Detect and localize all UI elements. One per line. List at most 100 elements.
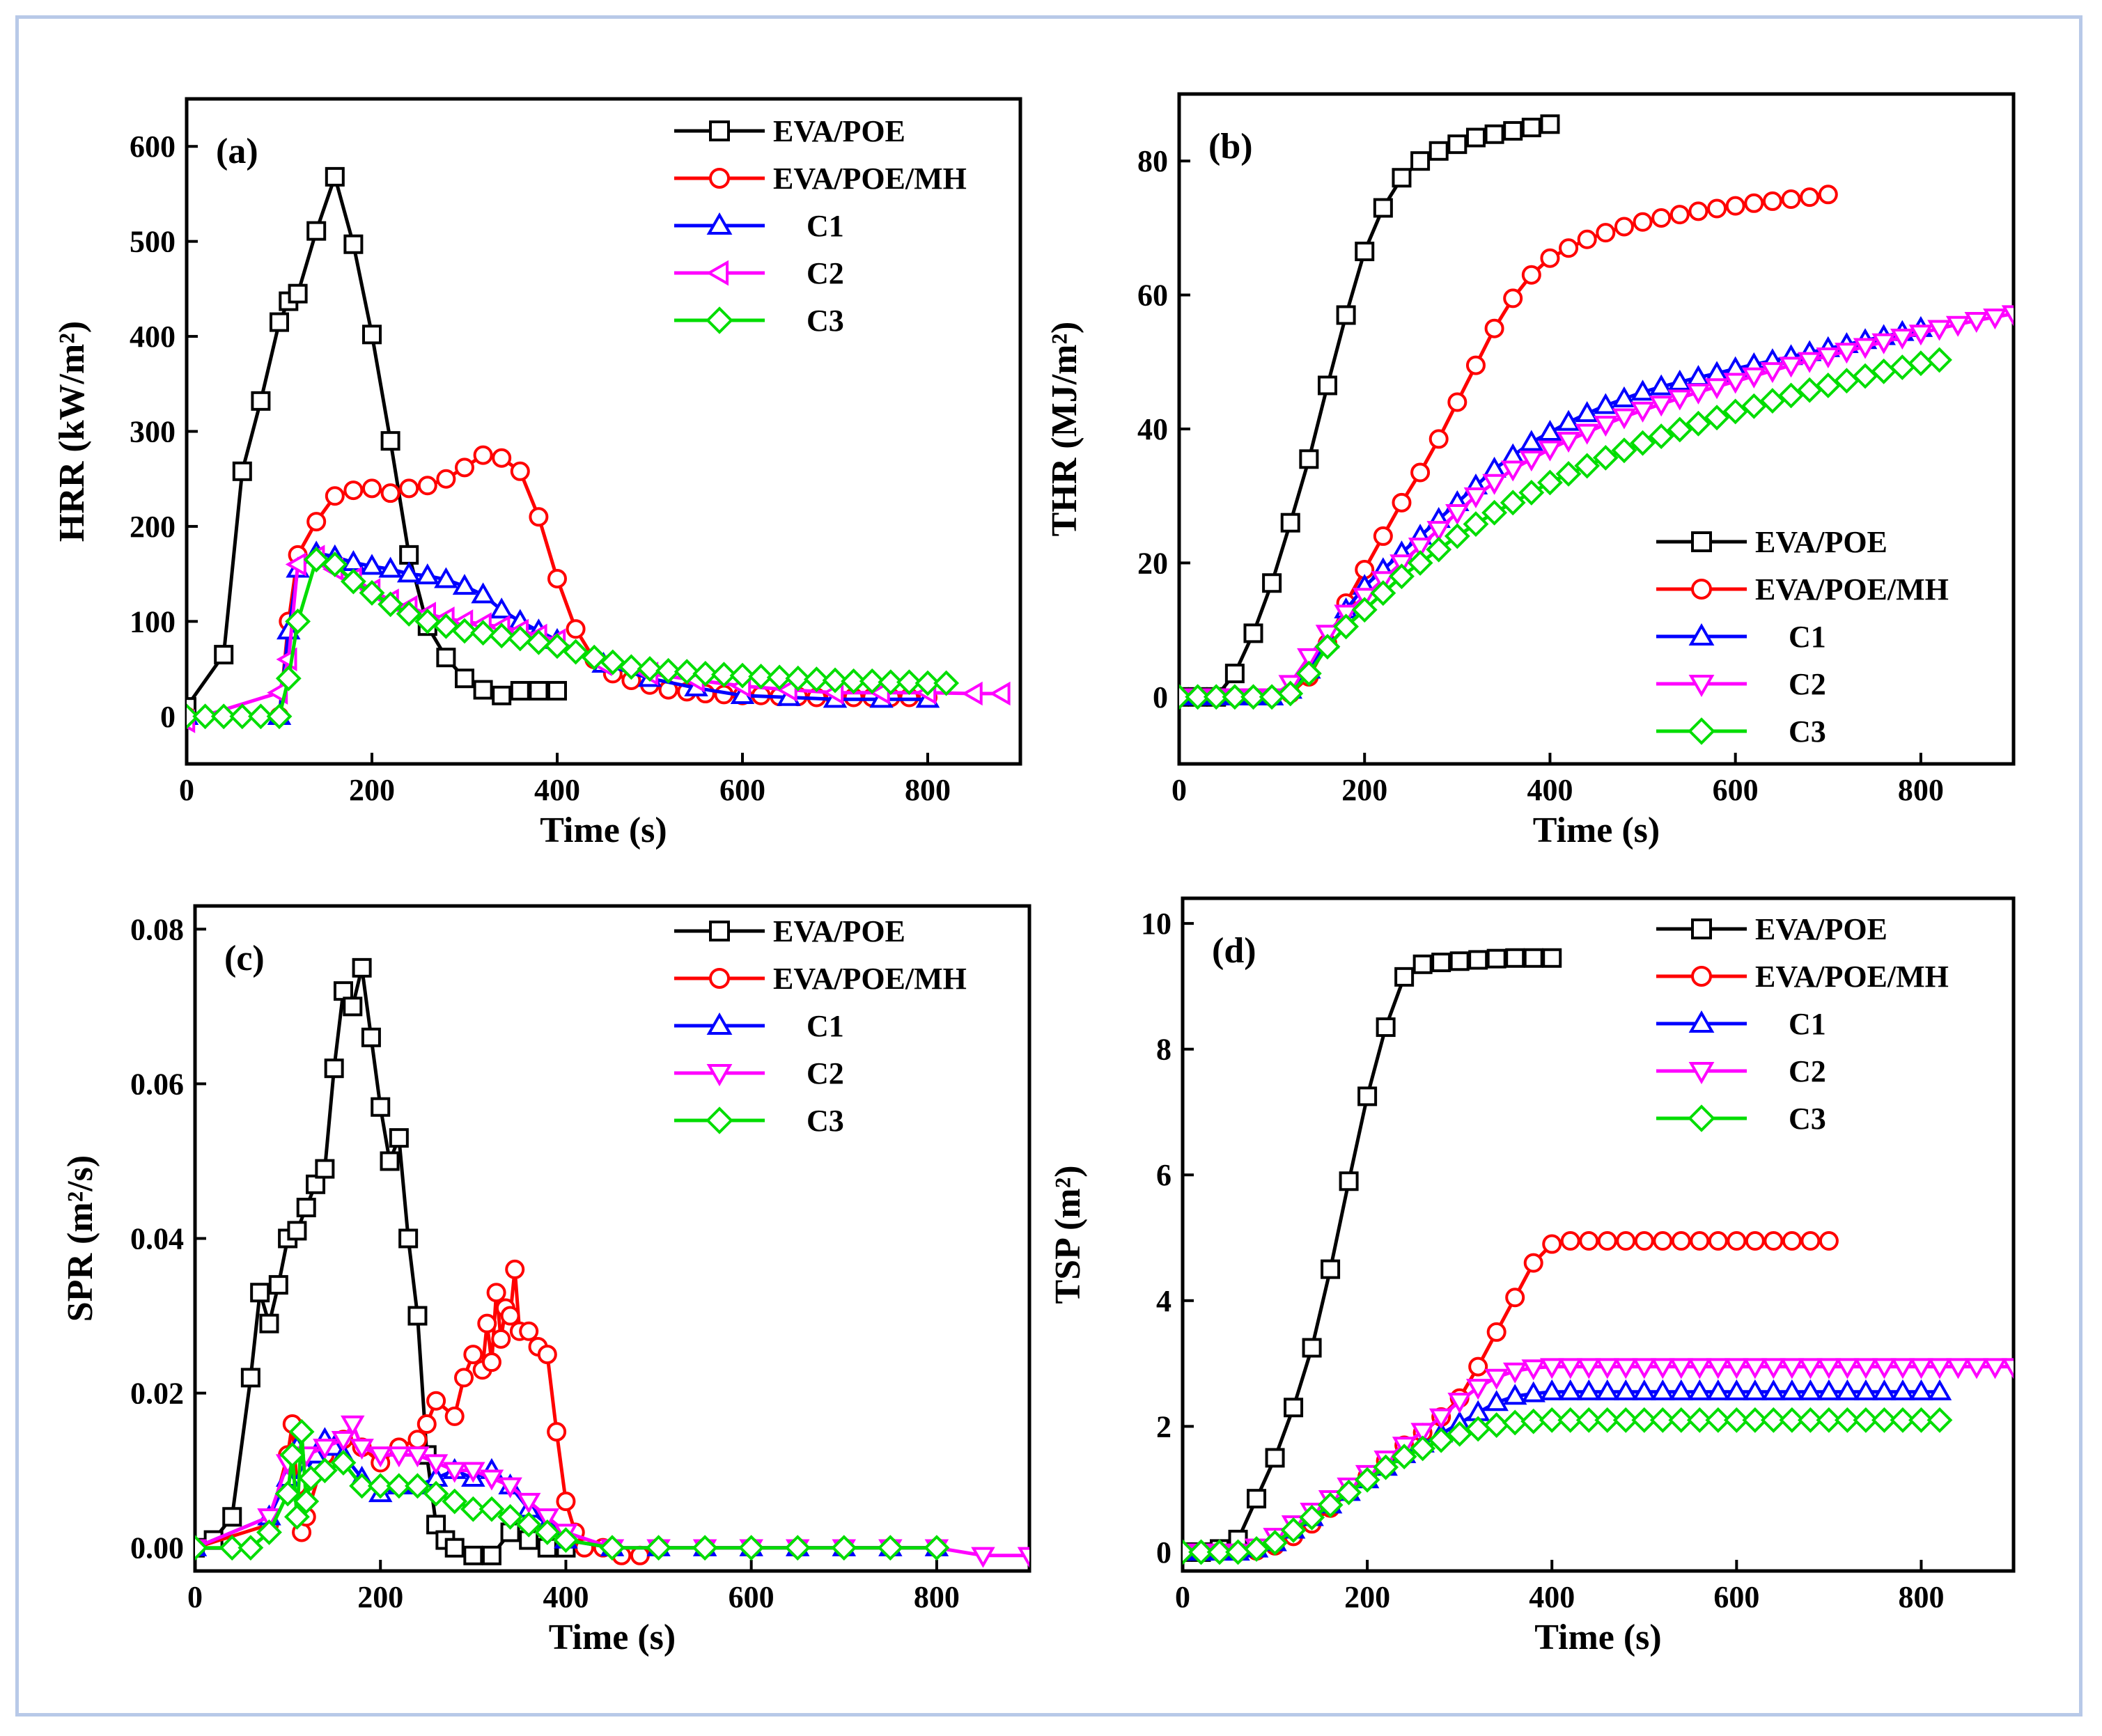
- panel-d-point-c3: [1317, 1492, 1344, 1518]
- panel-b-point-eva-poe: [1355, 242, 1375, 262]
- panel-a-point-eva-poe: [214, 645, 234, 665]
- panel-a-point-eva-poe-mh: [455, 458, 474, 478]
- panel-a-x-tick-label: 0: [179, 773, 194, 807]
- panel-b-y-axis-title: THR (MJ/m²): [1045, 322, 1084, 537]
- panel-c-point-eva-poe: [426, 1515, 446, 1535]
- panel-d-point-c3: [1853, 1407, 1879, 1433]
- panel-d-point-eva-poe: [1265, 1448, 1285, 1468]
- panel-d-point-c2: [1780, 1358, 1805, 1379]
- panel-d-point-eva-poe: [1523, 948, 1543, 968]
- panel-d-point-c1: [1835, 1379, 1860, 1400]
- panel-d-point-c3: [1705, 1407, 1731, 1433]
- panel-a-point-c1: [415, 563, 440, 585]
- panel-c-x-tick-label: 200: [357, 1580, 403, 1614]
- panel-a-point-c3: [710, 662, 737, 688]
- panel-d-point-c2: [1576, 1358, 1601, 1379]
- panel-a-y-tick-label: 500: [130, 225, 176, 259]
- panel-c-point-eva-poe: [324, 1058, 344, 1079]
- panel-c-point-c3: [692, 1535, 718, 1561]
- panel-d-point-c1: [1595, 1379, 1620, 1400]
- panel-a-point-eva-poe: [473, 680, 493, 700]
- panel-b-point-eva-poe: [1484, 124, 1504, 144]
- panel-c-point-eva-poe: [296, 1198, 316, 1218]
- panel-b-point-c3: [1592, 444, 1619, 471]
- panel-a-point-c3: [655, 657, 682, 684]
- panel-b-legend-label-eva-poe: EVA/POE: [1755, 525, 1887, 559]
- panel-c-point-eva-poe: [222, 1507, 242, 1527]
- panel-b-point-c2: [1723, 373, 1747, 394]
- panel-a-point-eva-poe-mh: [417, 476, 437, 496]
- panel-d-point-c3: [1668, 1407, 1695, 1433]
- panel-d-point-c2: [1835, 1358, 1860, 1379]
- panel-a-label: (a): [216, 132, 258, 171]
- panel-a-y-tick-label: 400: [130, 320, 176, 354]
- panel-c-point-eva-poe-mh: [454, 1368, 474, 1388]
- panel-d-point-c2: [1927, 1358, 1952, 1379]
- panel-b-legend-label-c1: C1: [1789, 620, 1826, 654]
- panel-b-y-tick-label: 20: [1137, 546, 1168, 580]
- panel-a-y-tick-label: 300: [130, 415, 176, 449]
- panel-c-legend-label-eva-poe-mh: EVA/POE/MH: [773, 962, 967, 996]
- panel-d-point-c3: [1373, 1454, 1399, 1480]
- panel-c-point-eva-poe-mh: [547, 1422, 567, 1442]
- panel-d-x-tick-label: 200: [1344, 1580, 1390, 1614]
- panel-d-point-c3: [1760, 1407, 1786, 1433]
- panel-c-y-tick-label: 0.02: [130, 1377, 184, 1411]
- panel-a-point-c3: [637, 656, 663, 682]
- panel-c-point-eva-poe: [398, 1228, 419, 1249]
- panel-b-point-eva-poe-mh: [1410, 462, 1431, 483]
- panel-c-legend-label-c2: C2: [807, 1056, 844, 1090]
- panel-c-point-c3: [738, 1535, 765, 1561]
- panel-c-point-eva-poe-mh: [505, 1259, 525, 1279]
- panel-c-legend-marker-c3: [706, 1106, 733, 1134]
- panel-b-point-eva-poe-mh: [1447, 392, 1467, 412]
- panel-d-x-axis-title: Time (s): [1534, 1618, 1661, 1657]
- panel-d-point-eva-poe-mh: [1486, 1322, 1507, 1342]
- panel-c: 0 200 400 600 800 0.00 0.02 0.04 0.06 0.08 Time (s…: [61, 904, 1031, 1657]
- panel-b-point-eva-poe-mh: [1800, 187, 1820, 208]
- panel-a-point-eva-poe-mh: [492, 448, 512, 468]
- panel-c-point-eva-poe: [306, 1174, 326, 1194]
- panel-a-legend-marker-eva-poe: [709, 120, 730, 141]
- panel-a-point-eva-poe-mh: [510, 461, 530, 481]
- panel-c-y-tick-label: 0.04: [130, 1222, 184, 1256]
- panel-d-point-c1: [1651, 1379, 1675, 1400]
- panel-b-point-eva-poe-mh: [1633, 212, 1653, 232]
- panel-b-point-c3: [1926, 347, 1952, 373]
- panel-c-point-c2: [313, 1439, 337, 1460]
- panel-d-point-eva-poe: [1357, 1086, 1378, 1106]
- panel-b-point-c2: [1797, 352, 1822, 373]
- panel-b-point-c3: [1185, 684, 1211, 710]
- panel-c-point-c3: [367, 1473, 394, 1499]
- panel-b-point-eva-poe-mh: [1373, 526, 1393, 546]
- panel-b-series-eva-poe-mh: [1179, 185, 1838, 707]
- panel-b-point-c2: [1667, 389, 1692, 411]
- panel-b-legend-marker-c3: [1688, 717, 1715, 745]
- panel-b-point-eva-poe-mh: [1540, 248, 1560, 268]
- panel-d-point-c3: [1834, 1407, 1860, 1433]
- panel-a-point-c3: [729, 662, 756, 689]
- panel-b-point-c3: [1240, 684, 1266, 710]
- panel-b-point-c2: [2001, 305, 2014, 327]
- panel-b-point-eva-poe: [1243, 623, 1263, 643]
- panel-c-point-c2: [535, 1508, 560, 1530]
- panel-b-point-eva-poe-mh: [1503, 288, 1523, 308]
- panel-a-point-eva-poe: [547, 680, 567, 701]
- panel-a-point-c3: [275, 665, 302, 691]
- panel-d-point-c1: [1614, 1379, 1638, 1400]
- panel-d-point-eva-poe-mh: [1819, 1231, 1839, 1251]
- panel-d-point-c2: [1853, 1358, 1878, 1379]
- panel-b-x-tick-label: 800: [1898, 773, 1944, 807]
- panel-c-point-eva-poe: [463, 1545, 483, 1565]
- panel-d-point-c3: [1908, 1407, 1934, 1433]
- panel-d-point-c3: [1890, 1407, 1916, 1433]
- panel-a-legend-marker-c2: [706, 260, 729, 286]
- panel-b-point-c2: [1445, 504, 1470, 526]
- panel-b-point-c3: [1203, 684, 1229, 710]
- panel-c-point-c3: [646, 1535, 671, 1561]
- panel-d-point-c2: [1539, 1358, 1564, 1379]
- panel-d-point-eva-poe-mh: [1745, 1231, 1765, 1251]
- panel-b-point-c3: [1295, 660, 1322, 687]
- panel-b-legend-marker-eva-poe-mh: [1691, 579, 1712, 600]
- panel-c-point-c2: [405, 1446, 430, 1468]
